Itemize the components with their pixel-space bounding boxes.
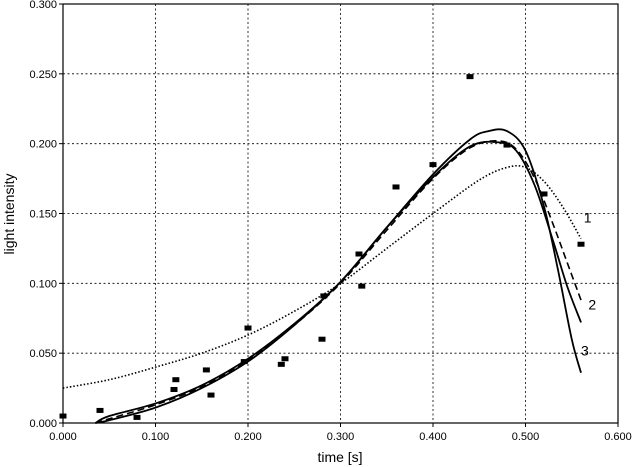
data-point [540, 191, 548, 197]
data-point [96, 407, 104, 413]
x-tick-label: 0.600 [604, 431, 632, 443]
x-tick-label: 0.400 [419, 431, 447, 443]
data-point [318, 336, 326, 342]
x-tick-label: 0.200 [234, 431, 262, 443]
model-curve-unlabeled [95, 140, 582, 424]
curve-label-3: 3 [581, 342, 589, 358]
data-point [466, 74, 474, 80]
data-point [172, 377, 180, 383]
data-point [577, 241, 585, 247]
grid [63, 4, 618, 423]
data-point [240, 359, 248, 365]
curve-labels: 1 2 3 [581, 210, 596, 359]
data-point [320, 293, 328, 299]
x-tick-label: 0.100 [142, 431, 170, 443]
curve-label-1: 1 [584, 210, 592, 226]
y-axis-title: light intensity [1, 174, 17, 255]
data-point [392, 184, 400, 190]
data-point [59, 413, 67, 419]
y-tick-label: 0.250 [29, 69, 57, 81]
y-tick-label: 0.100 [29, 278, 57, 290]
y-axis-ticks: 0.000 0.050 0.100 0.150 0.200 0.250 0.300 [29, 0, 63, 430]
model-curves [62, 128, 582, 424]
model-curve-2 [95, 140, 582, 424]
model-curve-1 [62, 164, 582, 389]
y-tick-label: 0.150 [29, 209, 57, 221]
y-tick-label: 0.300 [29, 0, 57, 11]
data-point [429, 162, 437, 168]
data-point [207, 392, 215, 398]
curve-label-2: 2 [588, 296, 596, 312]
y-tick-label: 0.050 [29, 348, 57, 360]
x-tick-label: 0.300 [327, 431, 355, 443]
data-point [133, 414, 141, 420]
data-point [244, 325, 252, 331]
x-axis-ticks: 0.000 0.100 0.200 0.300 0.400 0.500 0.600 [49, 423, 632, 443]
data-point [355, 251, 363, 257]
data-point [277, 361, 285, 367]
x-tick-label: 0.000 [49, 431, 77, 443]
model-curve-3 [94, 128, 582, 424]
data-point [503, 142, 511, 148]
x-axis-title: time [s] [317, 449, 362, 465]
measured-points [59, 74, 585, 420]
data-point [358, 283, 366, 289]
x-tick-label: 0.500 [512, 431, 540, 443]
data-point [170, 386, 178, 392]
y-tick-label: 0.000 [29, 418, 57, 430]
y-tick-label: 0.200 [29, 139, 57, 151]
data-point [281, 356, 289, 362]
data-point [202, 367, 210, 373]
